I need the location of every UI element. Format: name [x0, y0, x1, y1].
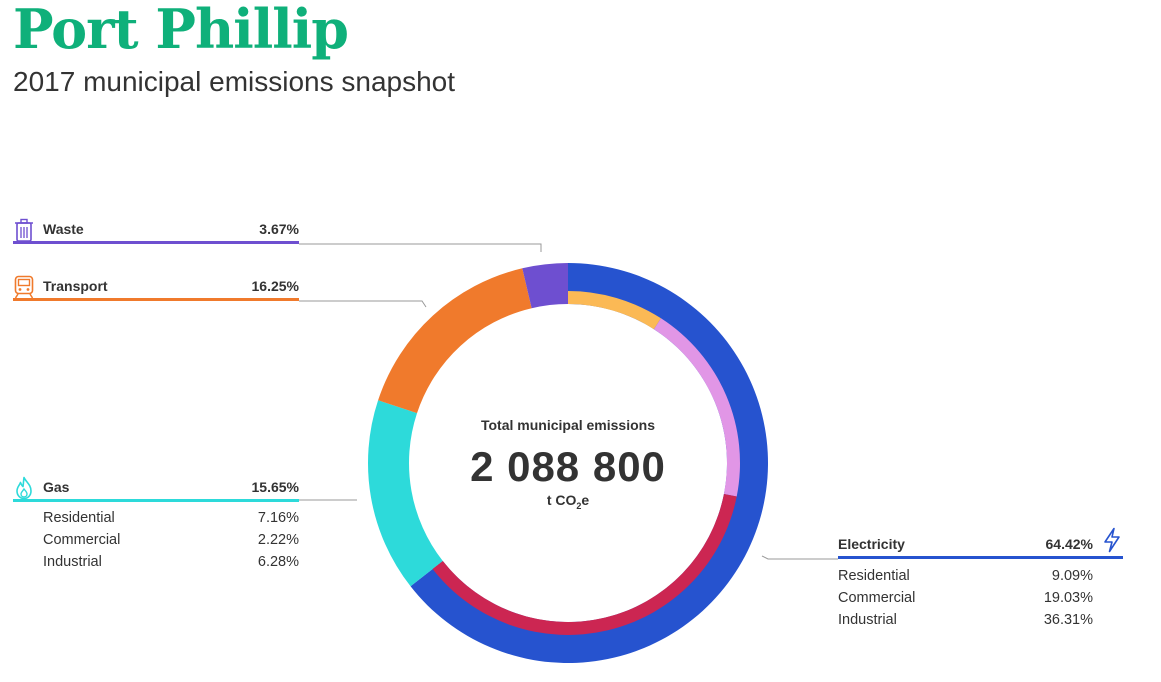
total-emissions-label: Total municipal emissions	[480, 417, 655, 433]
legend-gas-pct: 15.65%	[251, 479, 299, 495]
legend-electricity-row-pct: 36.31%	[1043, 612, 1093, 628]
legend-waste: Waste 3.67%	[13, 218, 299, 244]
legend-transport-pct: 16.25%	[251, 278, 299, 294]
legend-electricity-row-pct: 9.09%	[1051, 568, 1093, 584]
legend-transport-underline	[13, 298, 299, 301]
legend-electricity-label: Electricity	[838, 536, 905, 552]
legend-transport: Transport 16.25%	[13, 275, 299, 301]
flame-icon	[13, 476, 35, 500]
legend-gas-row-pct: 7.16%	[257, 510, 299, 526]
train-icon	[13, 275, 35, 299]
legend-gas-row-label: Commercial	[43, 532, 121, 548]
legend-electricity-underline	[838, 556, 1123, 559]
legend-gas-row: Commercial 2.22%	[43, 532, 299, 552]
legend-gas-row-label: Industrial	[43, 554, 102, 570]
unit-suffix: e	[581, 492, 590, 508]
legend-waste-pct: 3.67%	[259, 221, 299, 237]
legend-gas-underline	[13, 499, 299, 502]
trash-bin-icon	[13, 218, 35, 242]
page-subtitle: 2017 municipal emissions snapshot	[13, 66, 456, 97]
donut-subslice-electricity-residential	[568, 291, 661, 330]
transport-leader-line	[299, 300, 427, 308]
legend-electricity-row: Industrial 36.31%	[838, 612, 1093, 632]
electricity-leader-line	[761, 555, 838, 560]
legend-gas-row-pct: 2.22%	[257, 532, 299, 548]
legend-gas-row: Industrial 6.28%	[43, 554, 299, 574]
legend-electricity-pct: 64.42%	[1045, 536, 1093, 552]
total-emissions-unit: t CO2e	[438, 492, 698, 511]
donut-subslice-electricity-industrial	[432, 493, 737, 636]
legend-electricity-row: Residential 9.09%	[838, 568, 1093, 588]
legend-electricity-row-label: Commercial	[838, 590, 916, 606]
legend-electricity-row: Commercial 19.03%	[838, 590, 1093, 610]
donut-slice-waste	[522, 263, 568, 309]
legend-gas-label: Gas	[43, 479, 70, 495]
legend-waste-underline	[13, 241, 299, 244]
legend-gas: Gas 15.65%	[13, 476, 299, 502]
donut-slice-gas	[368, 400, 443, 587]
legend-electricity-row-pct: 19.03%	[1043, 590, 1093, 606]
donut-subslice-electricity-commercial	[653, 318, 740, 497]
legend-gas-row-pct: 6.28%	[257, 554, 299, 570]
legend-gas-row: Residential 7.16%	[43, 510, 299, 530]
legend-transport-label: Transport	[43, 278, 108, 294]
donut-slice-transport	[378, 268, 532, 414]
page-title: Port Phillip	[13, 0, 349, 61]
lightning-bolt-icon	[1101, 527, 1123, 553]
legend-electricity-row-label: Industrial	[838, 612, 897, 628]
waste-leader-line	[299, 243, 542, 252]
legend-waste-label: Waste	[43, 221, 84, 237]
total-emissions-value: 2 088 800	[470, 443, 666, 490]
legend-gas-row-label: Residential	[43, 510, 115, 526]
legend-electricity-row-label: Residential	[838, 568, 910, 584]
unit-prefix: t CO	[546, 492, 577, 508]
legend-electricity: Electricity 64.42%	[838, 527, 1123, 559]
unit-subscript: 2	[576, 500, 582, 511]
